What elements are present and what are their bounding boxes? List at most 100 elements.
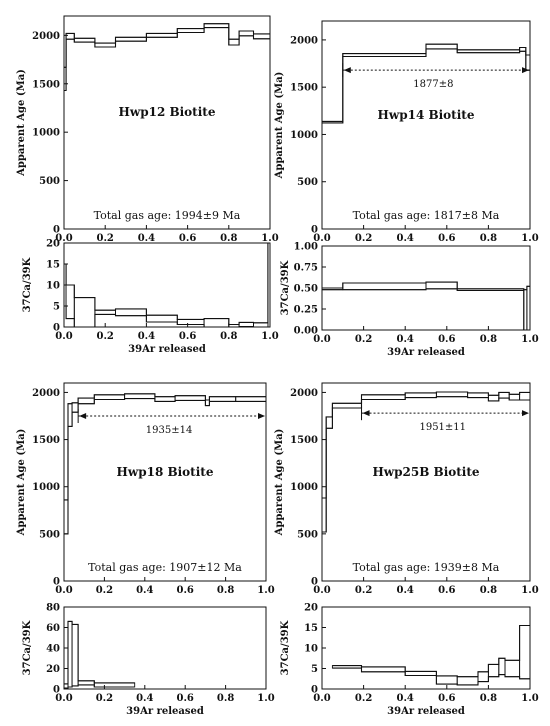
plateau-age-label: 1935±14	[146, 425, 193, 436]
heating-step-2	[73, 37, 96, 43]
chart-panel-3: 0.0 0.2 0.4 0.6 0.8 1.0 0.00 0.25 0.50 0.75 1.0037…	[280, 242, 539, 359]
heating-step-2	[73, 297, 96, 328]
plateau-left-arrowhead	[362, 410, 370, 417]
chart-panel-1: 0.0 0.2 0.4 0.6 0.8 1.0 0 5 10 15 20 37Ca/39K 39Ar r…	[22, 239, 279, 356]
chart-panel-4: 0.0 0.2 0.4 0.6 0.8 1.0 0 500 1000 1500 2000 Appare…	[16, 382, 275, 596]
heating-step-7	[487, 394, 500, 402]
heating-step-0	[321, 287, 344, 291]
heating-step-7	[203, 318, 230, 328]
y-tick-label: 2000	[290, 388, 318, 399]
x-tick-label: 0.0	[55, 233, 72, 244]
x-axis-label: 39Ar released	[128, 344, 206, 355]
chart-panel-5: 0.0 0.2 0.4 0.6 0.8 1.0 0 20 40 60 80 37Ca/39K 39Ar …	[22, 603, 275, 718]
heating-step-7	[498, 657, 506, 676]
x-axis-label: 39Ar released	[387, 347, 465, 358]
heating-step-3	[77, 397, 95, 405]
heating-step-1	[342, 53, 427, 57]
y-tick-label: 20	[46, 239, 60, 250]
x-tick-label: 0.0	[313, 693, 330, 704]
x-axis-label: 39Ar released	[387, 706, 465, 717]
y-tick-label: 0	[311, 685, 318, 696]
x-tick-label: 0.6	[179, 331, 196, 342]
y-axis-label: 37Ca/39K	[22, 257, 33, 312]
plot-frame	[63, 382, 267, 582]
y-axis-label: 37Ca/39K	[280, 260, 291, 315]
heating-step-5	[526, 285, 531, 331]
y-tick-label: 1500	[32, 79, 60, 90]
plateau-left-arrowhead	[79, 413, 87, 419]
y-tick-label: 15	[304, 623, 318, 634]
y-axis-label: Apparent Age (Ma)	[16, 69, 27, 177]
y-tick-label: 2000	[32, 31, 60, 42]
heating-step-9	[508, 393, 521, 401]
y-tick-label: 20	[46, 664, 60, 675]
heating-step-11	[267, 242, 271, 328]
x-tick-label: 0.6	[176, 585, 193, 596]
heating-step-8	[204, 399, 210, 407]
plot-frame	[63, 15, 271, 230]
y-tick-label: 2000	[32, 388, 60, 399]
chart-panel-0: 0.0 0.2 0.4 0.6 0.8 1.0 0 500 1000 1500 2000 Appare…	[16, 15, 279, 244]
plateau-right-arrowhead	[258, 413, 265, 419]
heating-step-2	[331, 402, 362, 409]
heating-step-8	[228, 38, 240, 46]
x-tick-label: 0.2	[96, 233, 113, 244]
heating-step-3	[435, 675, 458, 685]
heating-step-3	[94, 42, 116, 48]
x-tick-label: 0.6	[179, 233, 196, 244]
heating-step-4	[93, 394, 126, 400]
x-tick-label: 0.8	[480, 334, 497, 345]
x-tick-label: 0.6	[438, 585, 455, 596]
heating-step-1	[65, 284, 75, 320]
x-tick-label: 0.0	[55, 585, 72, 596]
x-tick-label: 1.0	[521, 334, 538, 345]
heating-step-1	[67, 403, 73, 427]
heating-step-9	[208, 396, 237, 402]
x-tick-label: 0.4	[138, 331, 155, 342]
heating-step-5	[525, 54, 531, 71]
x-tick-label: 0.8	[220, 331, 237, 342]
heating-step-0	[321, 497, 327, 533]
x-tick-label: 0.8	[217, 693, 234, 704]
heating-step-6	[154, 396, 176, 402]
total-gas-age: Total gas age: 1817±8 Ma	[353, 209, 500, 222]
y-tick-label: 0	[311, 225, 318, 236]
x-tick-label: 0.4	[396, 693, 413, 704]
x-tick-label: 1.0	[521, 233, 538, 244]
y-tick-label: 1500	[32, 435, 60, 446]
x-tick-label: 0.2	[355, 233, 372, 244]
y-tick-label: 1000	[32, 128, 60, 139]
x-tick-label: 1.0	[521, 693, 538, 704]
y-tick-label: 0.75	[294, 263, 318, 274]
y-tick-label: 500	[39, 176, 60, 187]
y-tick-label: 15	[46, 260, 60, 271]
y-tick-label: 1500	[290, 435, 318, 446]
heating-step-9	[519, 625, 531, 680]
step-upper-bound	[64, 393, 266, 501]
heating-step-0	[331, 665, 362, 669]
x-tick-label: 0.4	[396, 585, 413, 596]
x-tick-label: 0.8	[217, 585, 234, 596]
sample-title: Hwp25B Biotite	[372, 465, 479, 479]
heating-step-4	[115, 308, 147, 317]
y-axis-label: 37Ca/39K	[280, 620, 291, 675]
y-tick-label: 0	[53, 685, 60, 696]
y-tick-label: 1000	[290, 482, 318, 493]
heating-step-4	[519, 47, 527, 52]
x-tick-label: 0.4	[396, 334, 413, 345]
heating-step-1	[325, 416, 333, 429]
y-tick-label: 5	[53, 302, 60, 313]
heating-step-6	[176, 318, 205, 325]
heating-step-0	[63, 66, 67, 92]
x-tick-label: 0.0	[313, 334, 330, 345]
y-axis-label: 37Ca/39K	[22, 620, 33, 675]
x-tick-label: 0.4	[136, 585, 153, 596]
x-tick-label: 0.8	[480, 585, 497, 596]
x-tick-label: 0.2	[96, 331, 113, 342]
total-gas-age: Total gas age: 1994±9 Ma	[94, 209, 241, 222]
heating-step-3	[77, 680, 95, 686]
plateau-left-arrowhead	[343, 67, 351, 74]
plateau-right-arrowhead	[522, 410, 529, 417]
heating-step-0	[63, 499, 69, 535]
